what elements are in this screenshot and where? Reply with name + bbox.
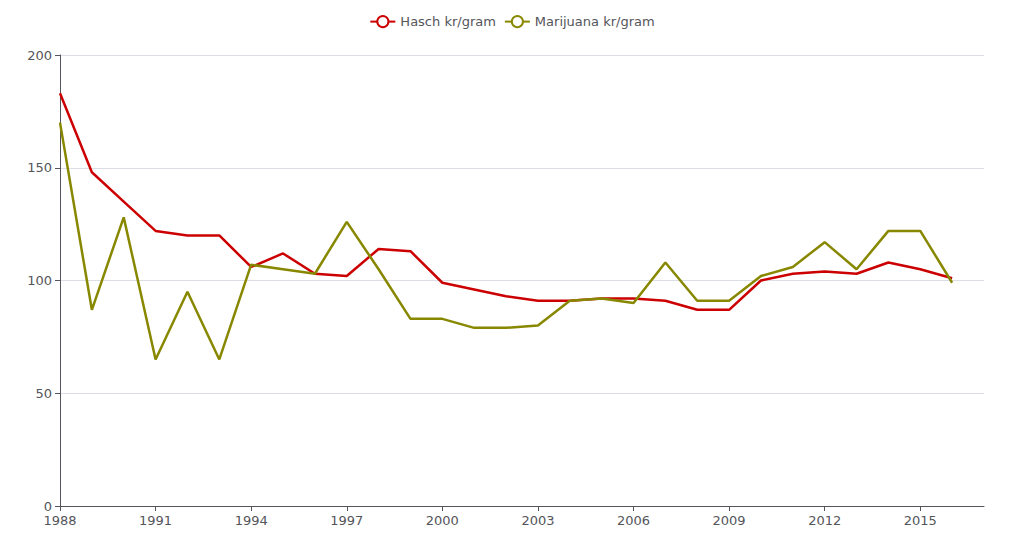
svg-text:2003: 2003 [521, 513, 554, 528]
svg-text:50: 50 [35, 386, 52, 401]
svg-text:2012: 2012 [808, 513, 841, 528]
svg-text:1997: 1997 [330, 513, 363, 528]
svg-text:100: 100 [27, 273, 52, 288]
svg-text:1991: 1991 [139, 513, 172, 528]
svg-text:2015: 2015 [904, 513, 937, 528]
svg-text:2009: 2009 [713, 513, 746, 528]
svg-text:200: 200 [27, 48, 52, 63]
svg-text:2006: 2006 [617, 513, 650, 528]
svg-text:Hasch kr/gram: Hasch kr/gram [400, 14, 496, 29]
svg-text:1988: 1988 [43, 513, 76, 528]
svg-text:150: 150 [27, 160, 52, 175]
svg-text:1994: 1994 [235, 513, 268, 528]
svg-text:Marijuana kr/gram: Marijuana kr/gram [535, 14, 655, 29]
svg-text:2000: 2000 [426, 513, 459, 528]
svg-text:0: 0 [44, 499, 52, 514]
